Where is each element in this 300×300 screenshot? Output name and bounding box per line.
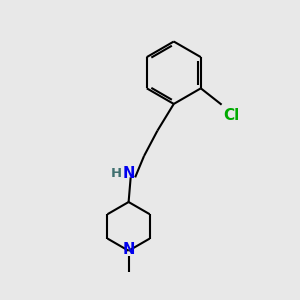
Text: N: N: [123, 166, 135, 181]
Text: Cl: Cl: [224, 108, 240, 123]
Text: H: H: [111, 167, 122, 180]
Text: N: N: [122, 242, 135, 257]
